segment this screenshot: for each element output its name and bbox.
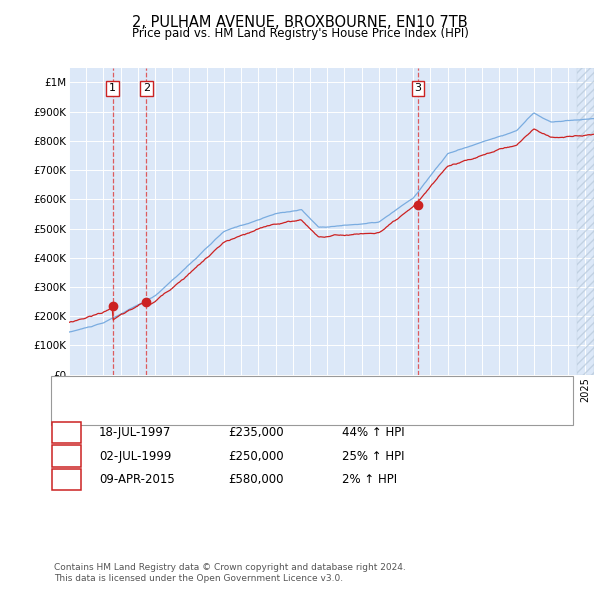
Text: £580,000: £580,000 <box>228 473 284 486</box>
Text: ─────: ───── <box>59 405 92 415</box>
Text: Price paid vs. HM Land Registry's House Price Index (HPI): Price paid vs. HM Land Registry's House … <box>131 27 469 40</box>
Text: 1: 1 <box>109 83 116 93</box>
Text: 1: 1 <box>63 426 70 439</box>
Text: 02-JUL-1999: 02-JUL-1999 <box>99 450 172 463</box>
Text: 25% ↑ HPI: 25% ↑ HPI <box>342 450 404 463</box>
Text: ─────: ───── <box>59 386 92 396</box>
Text: 3: 3 <box>63 473 70 486</box>
Text: HPI: Average price, detached house, Broxbourne: HPI: Average price, detached house, Brox… <box>93 405 346 415</box>
Text: 2, PULHAM AVENUE, BROXBOURNE, EN10 7TB (detached house): 2, PULHAM AVENUE, BROXBOURNE, EN10 7TB (… <box>93 386 427 396</box>
Text: 2% ↑ HPI: 2% ↑ HPI <box>342 473 397 486</box>
Text: Contains HM Land Registry data © Crown copyright and database right 2024.
This d: Contains HM Land Registry data © Crown c… <box>54 563 406 583</box>
Text: 2: 2 <box>63 450 70 463</box>
Text: £250,000: £250,000 <box>228 450 284 463</box>
Text: 2: 2 <box>143 83 150 93</box>
Text: 18-JUL-1997: 18-JUL-1997 <box>99 426 172 439</box>
Text: 09-APR-2015: 09-APR-2015 <box>99 473 175 486</box>
Text: 2, PULHAM AVENUE, BROXBOURNE, EN10 7TB: 2, PULHAM AVENUE, BROXBOURNE, EN10 7TB <box>132 15 468 30</box>
Text: 3: 3 <box>415 83 421 93</box>
Text: £235,000: £235,000 <box>228 426 284 439</box>
Text: 44% ↑ HPI: 44% ↑ HPI <box>342 426 404 439</box>
